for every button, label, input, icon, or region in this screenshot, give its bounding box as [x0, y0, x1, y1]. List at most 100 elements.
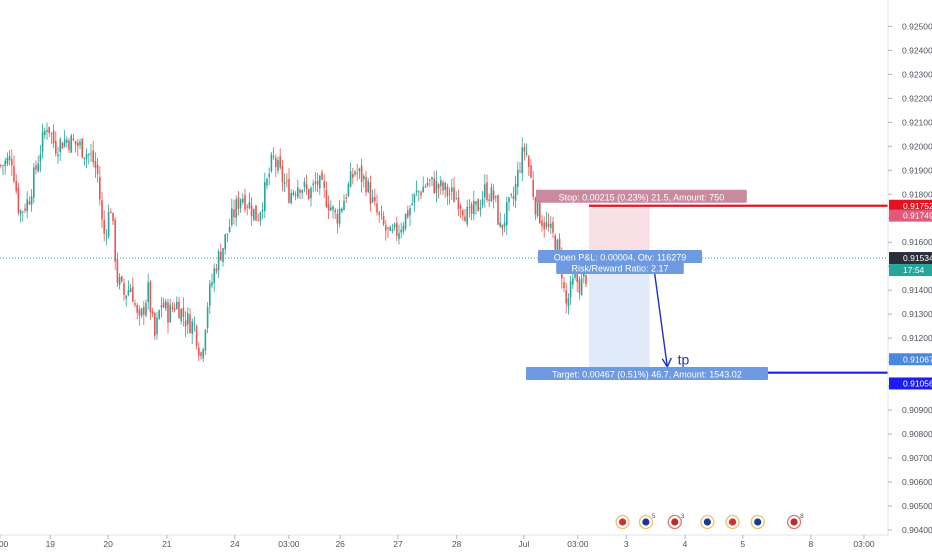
price-tick-label: 0.91200 [902, 333, 932, 343]
time-tick-label: 03:00 [567, 539, 589, 549]
candle-body [484, 184, 486, 198]
candle-body [545, 221, 548, 227]
stop-price-tag: 0.91752 [903, 201, 932, 211]
target-info-label: Target: 0.00467 (0.51%) 46.7, Amount: 15… [552, 370, 742, 380]
candle-body [19, 210, 22, 215]
candle-body [290, 193, 292, 204]
event-flag [703, 518, 711, 526]
candle-body [398, 232, 400, 240]
candle-body [558, 238, 561, 254]
candle-body [99, 176, 101, 200]
stop-info-label-bg [536, 189, 747, 203]
candle-body [506, 201, 508, 226]
candle-body [523, 147, 526, 152]
candle-body [475, 201, 477, 205]
candle-body [200, 352, 202, 356]
candle-body [569, 281, 572, 298]
candle-body [358, 168, 361, 172]
candle-body [281, 166, 284, 183]
candle-body [343, 200, 345, 211]
candle-body [66, 139, 68, 143]
us-event-icon[interactable]: 3 [667, 513, 685, 530]
tp-annotation: tp [678, 352, 690, 368]
candle-body [492, 190, 495, 200]
candle-body [479, 207, 482, 210]
us-event-icon[interactable]: 8 [786, 513, 805, 530]
candle-body [121, 276, 123, 282]
au-flag-icon[interactable]: 5 [638, 513, 656, 530]
candle-body [363, 175, 365, 180]
candle-body [134, 303, 136, 305]
candle-body [143, 306, 145, 315]
candle-body [572, 278, 574, 285]
candle-body [407, 210, 409, 218]
candle-body [444, 182, 446, 190]
candle-body [270, 154, 273, 172]
candle-body [123, 283, 125, 296]
candle-body [453, 187, 455, 203]
candle-body [57, 154, 59, 157]
candle-body [536, 199, 539, 217]
candle-body [222, 248, 224, 262]
candle-body [239, 199, 242, 208]
candle-body [334, 209, 336, 213]
candle-body [418, 191, 420, 193]
candle-body [433, 178, 435, 193]
candle-body [266, 178, 268, 186]
candle-body [228, 226, 231, 233]
au-flag-icon[interactable] [700, 514, 715, 530]
candle-body [499, 222, 501, 227]
candle-body [125, 295, 127, 299]
target-entry-price-tag-bg [889, 353, 932, 366]
candle-body [114, 219, 116, 262]
candle-body [376, 203, 378, 213]
target-entry-price-tag: 0.91067 [903, 354, 932, 364]
candle-body [72, 138, 75, 141]
candle-body [567, 298, 570, 307]
candle-body [8, 156, 11, 161]
candle-body [88, 154, 90, 156]
candle-body [503, 222, 506, 227]
au-flag-icon[interactable] [750, 514, 765, 530]
candle-body [187, 313, 189, 325]
candle-body [244, 195, 246, 210]
price-tick-label: 0.91300 [902, 309, 932, 319]
price-tick-label: 0.92500 [902, 21, 932, 31]
candle-body [209, 283, 211, 306]
candle-body [226, 233, 229, 235]
candle-body [556, 239, 559, 253]
candle-body [107, 211, 110, 237]
candle-body [154, 313, 156, 336]
price-tick-label: 0.91900 [902, 165, 932, 175]
candle-body [563, 282, 565, 289]
stop-entry-price-tag-bg [889, 209, 932, 222]
candle-body [35, 165, 37, 170]
candle-body [279, 156, 281, 168]
candle-body [191, 321, 193, 334]
candle-body [145, 302, 147, 316]
candle-body [347, 183, 350, 197]
event-flag [671, 518, 679, 526]
candle-body [11, 159, 13, 166]
candle-body [486, 182, 488, 200]
candle-body [525, 152, 528, 155]
ca-flag-icon[interactable] [615, 514, 630, 530]
candle-body [74, 140, 77, 145]
candle-body [534, 197, 537, 215]
candle-body [321, 172, 323, 180]
ca-flag-icon[interactable] [725, 514, 740, 530]
candle-body [59, 139, 61, 152]
candle-body [198, 347, 200, 356]
candle-body [277, 159, 279, 171]
candle-body [44, 131, 46, 136]
candle-body [167, 302, 169, 323]
candle-body [530, 165, 532, 178]
candle-body [4, 160, 6, 166]
candle-body [319, 175, 321, 189]
candle-body [365, 177, 367, 193]
event-flag [728, 518, 737, 526]
candle-body [286, 180, 288, 182]
candle-body [367, 181, 369, 192]
